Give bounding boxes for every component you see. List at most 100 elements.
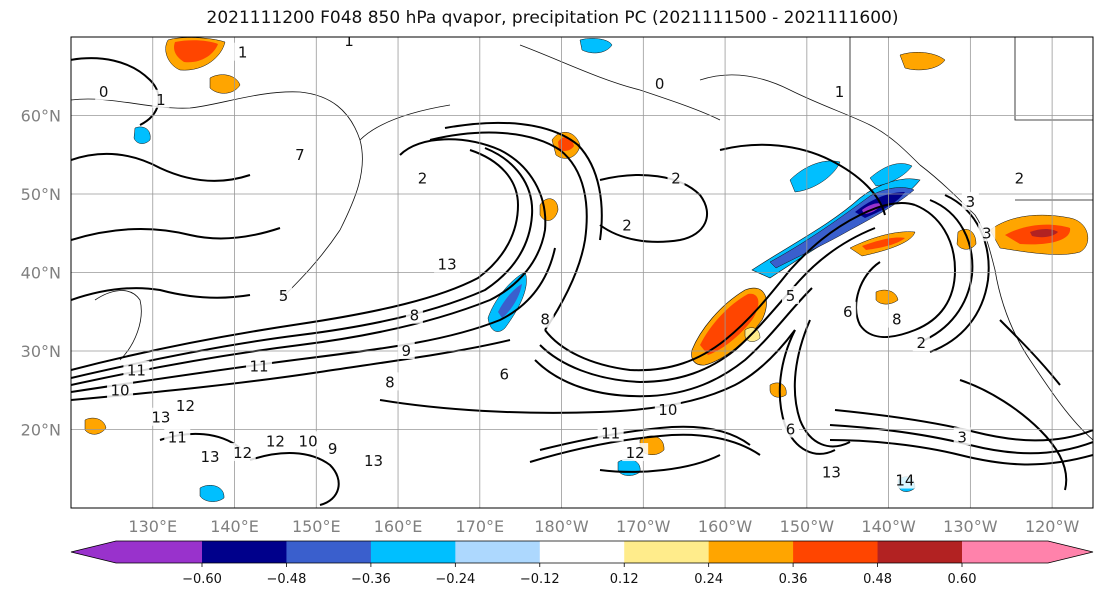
lat-tick-label: 20°N	[21, 421, 61, 440]
contour-label: 6	[500, 366, 510, 384]
contour-label-bg	[405, 305, 423, 324]
contour-label: 8	[540, 311, 550, 329]
precip-shading	[84, 37, 1089, 502]
colorbar-segments	[70, 540, 1094, 564]
colorbar-tick-label: 0.36	[779, 572, 808, 587]
positive-precip-patch	[174, 40, 218, 63]
contour-label: 12	[176, 397, 195, 415]
contour-label: 2	[622, 216, 632, 234]
colorbar-segment	[286, 541, 372, 563]
colorbar-segment	[455, 541, 541, 563]
colorbar-tick-label: 0.12	[610, 572, 639, 587]
contour-label: 3	[982, 224, 992, 242]
contour-label-bg	[961, 191, 979, 210]
map-frame	[70, 36, 1094, 509]
positive-precip-patch	[579, 38, 613, 54]
lat-tick-label: 50°N	[21, 185, 61, 204]
contour-label: 10	[299, 432, 318, 450]
colorbar-segment	[708, 541, 794, 563]
contour-label-bg	[622, 443, 649, 462]
colorbar-tick-label: 0.24	[694, 572, 723, 587]
lon-labels: 130°E 140°E 150°E 160°E 170°E 180°W 170°W 160°W…	[128, 517, 1079, 536]
lon-tick-label: 170°W	[616, 517, 671, 536]
contour-label-bg	[229, 443, 256, 462]
contour-label-bg	[618, 215, 636, 234]
contour-label-bg	[651, 74, 669, 93]
colorbar-segment	[370, 541, 456, 563]
lon-tick-label: 140°E	[210, 517, 259, 536]
contour-label-bg	[95, 81, 113, 100]
positive-precip-patch	[1030, 229, 1058, 238]
contour-label-bg	[234, 42, 252, 61]
positive-precip-patch	[899, 52, 946, 71]
contour-label-bg	[888, 309, 906, 328]
contour-label: 9	[328, 440, 338, 458]
contour-label-bg	[360, 450, 387, 469]
contour-label: 1	[835, 83, 845, 101]
contour-label: 8	[892, 311, 902, 329]
colorbar-segment	[539, 541, 625, 563]
contour-label: 0	[99, 83, 109, 101]
positive-precip-patch	[133, 126, 151, 144]
lon-tick-label: 160°E	[374, 517, 423, 536]
contour-label-bg	[324, 439, 342, 458]
positive-precip-patch	[558, 137, 574, 151]
contour-label-bg	[295, 431, 322, 450]
lon-tick-label: 130°W	[943, 517, 998, 536]
contour-label-bg	[1010, 168, 1028, 187]
lat-tick-label: 40°N	[21, 264, 61, 283]
contour-label-bg	[654, 399, 681, 418]
contour-label: 2	[418, 169, 428, 187]
contour-label: 13	[200, 448, 219, 466]
colorbar-tick-label: 0.48	[863, 572, 892, 587]
contour-label: 6	[786, 421, 796, 439]
colorbar-segment	[202, 541, 287, 563]
contour-label: 13	[438, 256, 457, 274]
contour-label: 13	[822, 464, 841, 482]
contour-label: 1	[344, 32, 354, 50]
contour-label: 11	[601, 424, 620, 442]
contour-label-bg	[397, 341, 415, 359]
contour-label-bg	[912, 333, 930, 352]
contour-label-bg	[291, 144, 309, 163]
contour-label-bg	[953, 427, 971, 446]
contour-label: 1	[156, 91, 166, 109]
colorbar-segment	[877, 541, 963, 563]
colorbar-ticks: −0.60 −0.48 −0.36 −0.24 −0.12 0.12 0.24 0.36 0.4…	[182, 563, 976, 587]
colorbar-extend-low	[71, 541, 202, 563]
negative-precip-band	[789, 160, 841, 193]
lon-tick-label: 130°E	[128, 517, 177, 536]
positive-precip-patch	[700, 293, 759, 355]
contour-label-bg	[196, 446, 223, 465]
contour-label: 11	[127, 362, 146, 380]
negative-precip-patch	[498, 284, 522, 318]
contour-label: 5	[279, 287, 289, 305]
contour-label: 8	[385, 373, 395, 391]
contour-label-bg	[781, 419, 799, 438]
negative-precip-patch	[199, 485, 225, 502]
lat-labels: 60°N 50°N 40°N 30°N 20°N	[21, 107, 61, 440]
contour-label: 5	[786, 287, 796, 305]
negative-precip-band	[869, 163, 913, 187]
colorbar-tick-label: −0.48	[267, 572, 307, 587]
contour-label: 11	[168, 428, 187, 446]
contour-label-bg	[597, 423, 624, 442]
contour-label: 7	[295, 146, 305, 164]
colorbar-extend-high	[962, 541, 1093, 563]
colorbar-tick-label: −0.36	[351, 572, 391, 587]
contour-label: 6	[843, 303, 853, 321]
contour-label-bg	[831, 81, 849, 100]
contour-label-bg	[434, 254, 461, 273]
contour-label-bg	[107, 380, 134, 399]
lat-tick-label: 60°N	[21, 107, 61, 126]
positive-precip-patch	[769, 382, 787, 398]
contour-label: 10	[658, 401, 677, 419]
contour-label: 2	[671, 169, 681, 187]
contour-label: 2	[1015, 169, 1025, 187]
colorbar-tick-label: 0.60	[948, 572, 977, 587]
contour-label-bg	[172, 395, 199, 414]
contour-label: 14	[895, 472, 914, 490]
contour-label-bg	[839, 301, 857, 320]
